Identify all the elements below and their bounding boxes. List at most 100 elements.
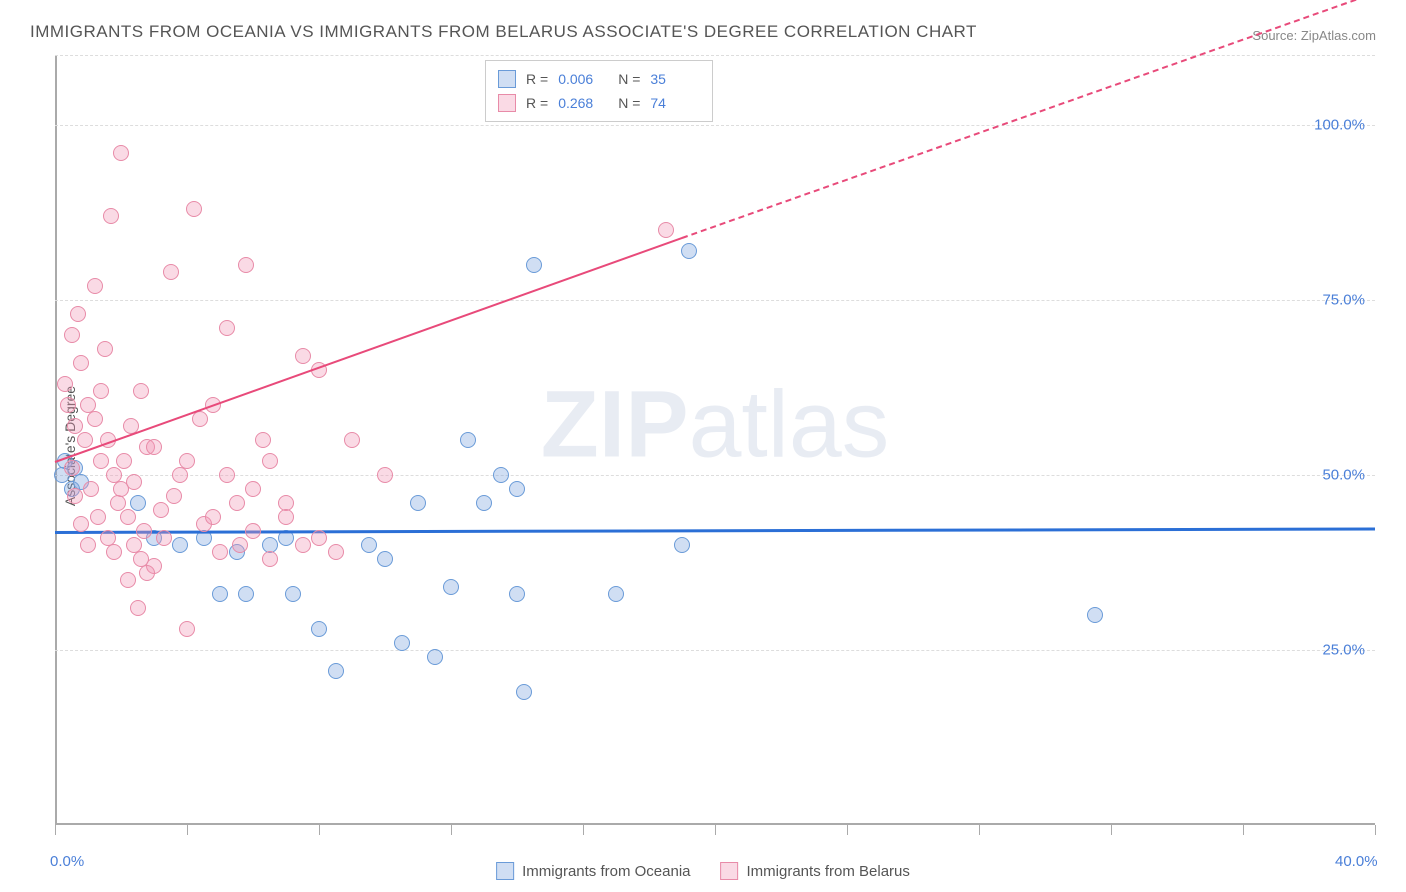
data-point xyxy=(153,502,169,518)
r-label: R = xyxy=(526,71,548,87)
data-point xyxy=(255,432,271,448)
plot-area: ZIPatlas R = 0.006 N = 35 R = 0.268 N = … xyxy=(55,55,1375,825)
legend-item-oceania: Immigrants from Oceania xyxy=(496,862,690,880)
data-point xyxy=(60,397,76,413)
data-point xyxy=(93,453,109,469)
r-value-belarus: 0.268 xyxy=(558,95,608,111)
x-tick-label-max: 40.0% xyxy=(1335,853,1378,870)
swatch-belarus xyxy=(498,94,516,112)
data-point xyxy=(120,509,136,525)
watermark-zip: ZIP xyxy=(541,371,689,477)
data-point xyxy=(130,600,146,616)
trend-line xyxy=(55,237,683,463)
x-tick xyxy=(847,825,848,835)
data-point xyxy=(361,537,377,553)
legend-row-belarus: R = 0.268 N = 74 xyxy=(498,91,700,115)
data-point xyxy=(526,257,542,273)
data-point xyxy=(113,481,129,497)
data-point xyxy=(1087,607,1103,623)
data-point xyxy=(410,495,426,511)
n-value-belarus: 74 xyxy=(650,95,700,111)
data-point xyxy=(278,509,294,525)
data-point xyxy=(136,523,152,539)
data-point xyxy=(328,663,344,679)
n-value-oceania: 35 xyxy=(650,71,700,87)
data-point xyxy=(64,460,80,476)
data-point xyxy=(73,516,89,532)
x-tick xyxy=(715,825,716,835)
data-point xyxy=(460,432,476,448)
legend-item-belarus: Immigrants from Belarus xyxy=(721,862,910,880)
data-point xyxy=(212,586,228,602)
data-point xyxy=(156,530,172,546)
data-point xyxy=(70,306,86,322)
data-point xyxy=(311,621,327,637)
data-point xyxy=(311,530,327,546)
data-point xyxy=(172,537,188,553)
data-point xyxy=(64,327,80,343)
data-point xyxy=(90,509,106,525)
data-point xyxy=(295,537,311,553)
data-point xyxy=(516,684,532,700)
swatch-oceania xyxy=(498,70,516,88)
data-point xyxy=(212,544,228,560)
data-point xyxy=(285,586,301,602)
x-tick xyxy=(451,825,452,835)
data-point xyxy=(80,537,96,553)
swatch-belarus-bottom xyxy=(721,862,739,880)
x-tick-label-min: 0.0% xyxy=(50,853,84,870)
data-point xyxy=(509,586,525,602)
chart-title: IMMIGRANTS FROM OCEANIA VS IMMIGRANTS FR… xyxy=(30,22,977,42)
gridline-h xyxy=(55,475,1375,476)
source-value: ZipAtlas.com xyxy=(1301,28,1376,43)
x-tick xyxy=(1111,825,1112,835)
data-point xyxy=(166,488,182,504)
data-point xyxy=(681,243,697,259)
data-point xyxy=(120,572,136,588)
data-point xyxy=(394,635,410,651)
y-axis-line xyxy=(55,55,57,825)
data-point xyxy=(232,537,248,553)
swatch-oceania-bottom xyxy=(496,862,514,880)
data-point xyxy=(93,383,109,399)
data-point xyxy=(328,544,344,560)
data-point xyxy=(87,278,103,294)
n-label: N = xyxy=(618,95,640,111)
legend-label-belarus: Immigrants from Belarus xyxy=(747,863,910,880)
data-point xyxy=(509,481,525,497)
data-point xyxy=(186,201,202,217)
x-tick xyxy=(1375,825,1376,835)
data-point xyxy=(245,481,261,497)
y-tick-label: 25.0% xyxy=(1322,642,1365,659)
gridline-h xyxy=(55,650,1375,651)
data-point xyxy=(97,341,113,357)
data-point xyxy=(73,355,89,371)
data-point xyxy=(192,411,208,427)
x-tick xyxy=(979,825,980,835)
data-point xyxy=(377,467,393,483)
legend-label-oceania: Immigrants from Oceania xyxy=(522,863,690,880)
r-label: R = xyxy=(526,95,548,111)
data-point xyxy=(295,348,311,364)
n-label: N = xyxy=(618,71,640,87)
data-point xyxy=(238,586,254,602)
data-point xyxy=(57,376,73,392)
data-point xyxy=(205,509,221,525)
data-point xyxy=(139,565,155,581)
data-point xyxy=(229,495,245,511)
data-point xyxy=(262,453,278,469)
watermark-atlas: atlas xyxy=(689,371,890,477)
r-value-oceania: 0.006 xyxy=(558,71,608,87)
gridline-h xyxy=(55,125,1375,126)
legend-row-oceania: R = 0.006 N = 35 xyxy=(498,67,700,91)
data-point xyxy=(427,649,443,665)
data-point xyxy=(608,586,624,602)
correlation-legend: R = 0.006 N = 35 R = 0.268 N = 74 xyxy=(485,60,713,122)
data-point xyxy=(146,439,162,455)
data-point xyxy=(377,551,393,567)
data-point xyxy=(103,208,119,224)
x-tick xyxy=(583,825,584,835)
source-label: Source: xyxy=(1252,28,1297,43)
data-point xyxy=(83,481,99,497)
x-tick xyxy=(187,825,188,835)
